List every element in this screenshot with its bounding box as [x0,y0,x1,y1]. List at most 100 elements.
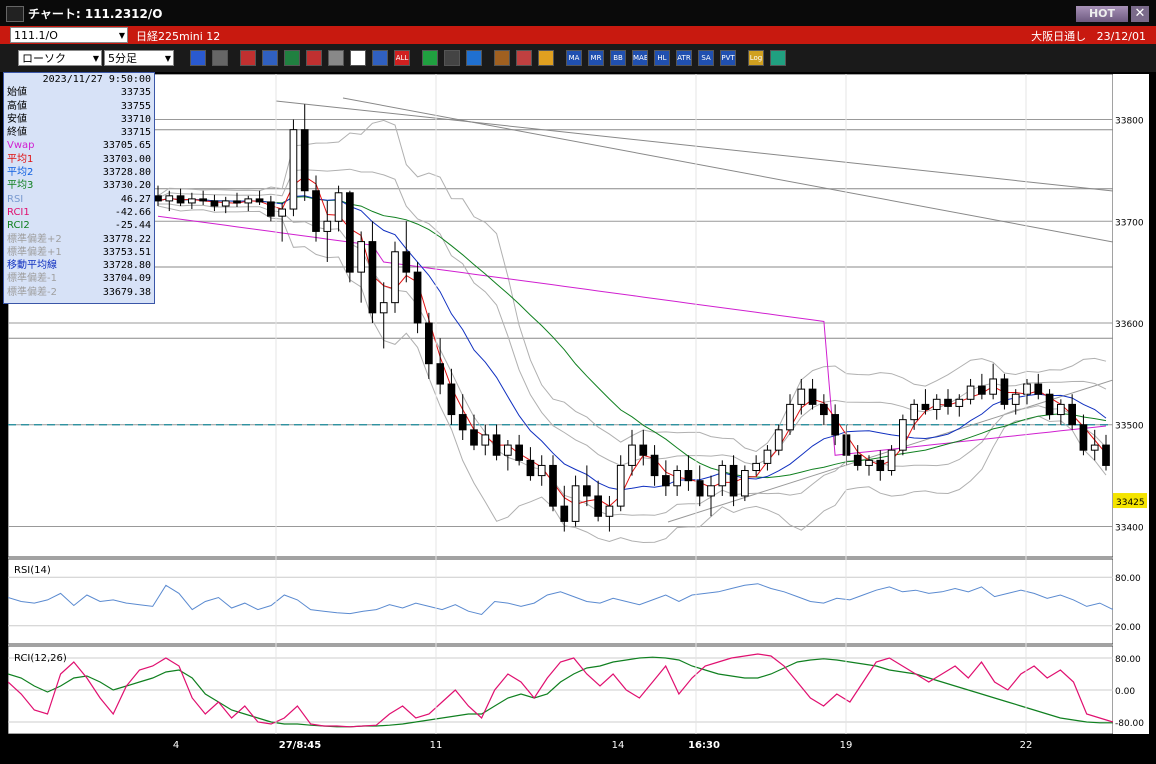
tool-icon[interactable] [516,50,532,66]
candle-body [684,470,693,482]
rsi-tick-label: 20.00 [1115,623,1141,633]
bollinger-lower-2 [157,205,1107,544]
symbol-value: 111.1/O [14,29,58,42]
candle-body [707,485,715,497]
sr-button[interactable]: SA RA [698,50,714,66]
candle-body [481,434,490,446]
candle-body [470,429,478,446]
chart-type-select[interactable]: ローソク ▼ [18,50,102,66]
info-row: 安値 33710 [4,113,154,126]
candle-body [887,449,896,472]
candle-icon[interactable] [350,50,366,66]
trendline [342,97,1114,243]
info-row: 平均1 33703.00 [4,153,154,166]
gear-icon[interactable] [494,50,510,66]
chart-type-value: ローソク [22,52,66,65]
candle-body [1090,444,1099,451]
rci1-line [7,653,1114,728]
color-icon[interactable] [538,50,554,66]
candle-body [199,198,207,202]
pen-icon[interactable] [422,50,438,66]
chart-panel[interactable]: RSI(14) RCI(12,26) [7,73,1114,735]
candle-body [312,190,320,232]
candle-body [673,470,681,487]
search-icon[interactable] [190,50,206,66]
time-axis-canvas: 4 27/8:45 11 14 16:30 19 22 [173,740,1033,751]
info-value: -25.44 [114,220,151,232]
pvt-button[interactable]: PVT [720,50,736,66]
time-axis: 4 27/8:45 11 14 16:30 19 22 [0,734,1156,760]
symbol-select[interactable]: 111.1/O ▼ [10,27,128,43]
candle-body [323,220,332,232]
chart-icon[interactable] [284,50,300,66]
info-value: 33778.22 [102,233,151,245]
session-name: 大阪日通し [1031,30,1087,43]
time-tick-label: 19 [840,740,853,751]
info-rows: 始値 33735 高値 33755 安値 33710 終値 33715 Vwap 33705.65… [4,86,154,299]
ma-button[interactable]: MA [566,50,582,66]
info-row: Vwap 33705.65 [4,139,154,152]
arrow-icon[interactable] [306,50,322,66]
info-row: 高値 33755 [4,100,154,113]
price-tick-label: 33400 [1115,523,1144,533]
crosshair-icon[interactable] [212,50,228,66]
contract-date: 23/12/01 [1096,30,1146,43]
mae-button[interactable]: MAE [632,50,648,66]
candle-body [650,454,659,477]
candle-body [425,322,433,365]
info-row: RSI 46.27 [4,193,154,206]
info-label: Vwap [7,140,35,152]
info-row: 平均3 33730.20 [4,179,154,192]
candle-body [571,485,580,522]
candle-body [154,195,162,202]
info-row: 移動平均線 33728.80 [4,259,154,272]
candle-body [244,198,253,204]
current-price-box [1113,493,1147,509]
candle-body [1068,403,1076,426]
time-tick-label: 27/8:45 [279,740,321,751]
info-row: 標準偏差-1 33704.09 [4,272,154,285]
all-button[interactable]: ALL [394,50,410,66]
zoom-icon[interactable] [262,50,278,66]
candle-body [188,198,196,204]
fill-icon[interactable] [466,50,482,66]
candle-body [752,462,760,472]
chart-canvas[interactable]: RSI(14) RCI(12,26) [7,73,1114,735]
gray-icon[interactable] [328,50,344,66]
candle-body [560,505,569,522]
candle-body [729,464,738,497]
hl-button[interactable]: HL [654,50,670,66]
atr-button[interactable]: ATR [676,50,692,66]
candle-body [255,198,264,203]
candle-body [1057,403,1065,416]
candle-body [932,398,941,410]
info-value: 33679.38 [102,286,151,298]
export-icon[interactable] [770,50,786,66]
draw-icon[interactable] [240,50,256,66]
candle-body [379,302,388,314]
candle-body [1011,393,1020,405]
candle-body [526,459,535,477]
data-window: 2023/11/27 9:50:00 始値 33735 高値 33755 安値 33710… [3,72,155,304]
log-button[interactable]: Log [748,50,764,66]
candle-body [966,385,975,400]
close-button[interactable]: ✕ [1131,6,1149,22]
axis-canvas: 33800 33700 33600 33500 33400 33425 80.00 20.00… [1113,74,1149,734]
timeframe-select[interactable]: 5分足 ▼ [104,50,174,66]
mr-button[interactable]: MR [588,50,604,66]
candle-body [662,475,670,487]
candle-body [910,403,918,421]
window-titlebar: チャート: 111.2312/O HOT ✕ [0,0,1156,26]
candle-body [808,388,817,405]
candle-body [210,200,219,207]
hot-button[interactable]: HOT [1076,6,1128,22]
candle-body [537,464,546,477]
candle-body [176,195,185,204]
cursor-icon[interactable] [444,50,460,66]
box-icon[interactable] [372,50,388,66]
rci-tick-label: 80.00 [1115,655,1141,665]
bb-button[interactable]: BB [610,50,626,66]
candle-body [763,449,772,464]
candle-body [1023,383,1031,395]
time-tick-label: 14 [612,740,625,751]
